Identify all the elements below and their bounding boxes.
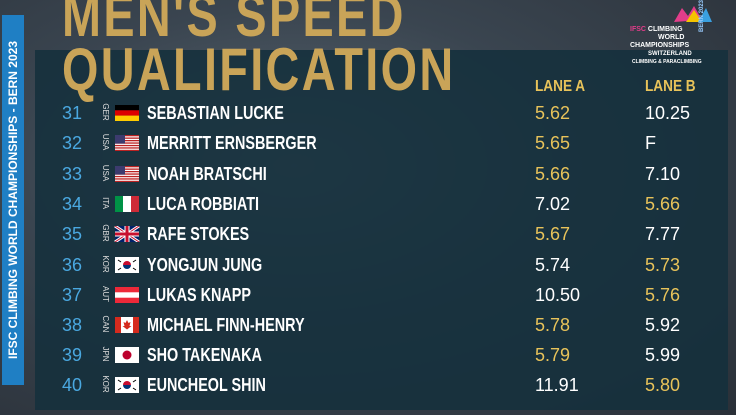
country-code: USA: [101, 133, 110, 151]
athlete-name: RAFE STOKES: [147, 224, 250, 244]
side-banner: IFSC CLIMBING WORLD CHAMPIONSHIPS - BERN…: [2, 15, 24, 385]
rank: 39: [62, 345, 83, 365]
result-row: 36 KOR YONGJUN JUNG 5.74 5.73: [0, 253, 736, 277]
country-code: CAN: [101, 315, 110, 333]
rank: 31: [62, 103, 83, 123]
rank: 38: [62, 315, 83, 335]
flag: [114, 105, 140, 121]
rank: 35: [62, 224, 83, 244]
athlete-name: YONGJUN JUNG: [147, 255, 263, 275]
country-code: GBR: [101, 224, 110, 242]
result-row: 40 KOR EUNCHEOL SHIN 11.91 5.80: [0, 373, 736, 397]
logo-country: SWITZERLAND: [648, 51, 692, 57]
lane-a-time: 7.02: [535, 194, 571, 214]
lane-a-time: 5.65: [535, 133, 571, 153]
lane-b-time: 5.76: [645, 285, 681, 305]
lane-b-time: 7.77: [645, 224, 681, 244]
lane-b-time: 5.80: [645, 375, 681, 395]
logo-line-1: CLIMBING: [647, 26, 683, 33]
result-row: 31 GER SEBASTIAN LUCKE 5.62 10.25: [0, 101, 736, 125]
flag: [114, 166, 140, 182]
lane-a-time: 5.74: [535, 255, 571, 275]
lane-b-time: 5.66: [645, 194, 681, 214]
result-row: 37 AUT LUKAS KNAPP 10.50 5.76: [0, 283, 736, 307]
athlete-name: MERRITT ERNSBERGER: [147, 133, 317, 153]
result-row: 33 USA NOAH BRATSCHI 5.66 7.10: [0, 162, 736, 186]
rank: 34: [62, 194, 83, 214]
athlete-name: LUCA ROBBIATI: [147, 194, 259, 214]
result-row: 34 ITA LUCA ROBBIATI 7.02 5.66: [0, 192, 736, 216]
logo-line-2: WORLD: [658, 34, 685, 41]
flag: [114, 196, 140, 212]
country-code: ITA: [101, 197, 110, 209]
lane-a-time: 5.62: [535, 103, 571, 123]
flag: [114, 347, 140, 363]
lane-a-time: 10.50: [535, 285, 581, 305]
result-row: 39 JPN SHO TAKENAKA 5.79 5.99: [0, 343, 736, 367]
country-code: KOR: [101, 255, 110, 273]
flag: [114, 135, 140, 151]
logo-line-3: CHAMPIONSHIPS: [630, 42, 690, 49]
results-panel: [35, 50, 728, 410]
lane-a-time: 5.78: [535, 315, 571, 335]
result-row: 35 GBR RAFE STOKES 5.67 7.77: [0, 222, 736, 246]
rank: 33: [62, 164, 83, 184]
athlete-name: SHO TAKENAKA: [147, 345, 262, 365]
athlete-name: SEBASTIAN LUCKE: [147, 103, 284, 123]
athlete-name: LUKAS KNAPP: [147, 285, 252, 305]
event-logo: IFSC CLIMBING WORLD CHAMPIONSHIPS SWITZE…: [628, 0, 718, 65]
lane-a-time: 5.79: [535, 345, 571, 365]
athlete-name: EUNCHEOL SHIN: [147, 375, 266, 395]
flag: [114, 257, 140, 273]
title-line-1: MEN'S SPEED: [62, 0, 406, 49]
lane-b-time: 10.25: [645, 103, 691, 123]
rank: 37: [62, 285, 83, 305]
result-row: 38 CAN MICHAEL FINN-HENRY 5.78 5.92: [0, 313, 736, 337]
lane-a-time: 5.66: [535, 164, 571, 184]
country-code: KOR: [101, 375, 110, 393]
flag: [114, 287, 140, 303]
lane-a-time: 11.91: [535, 375, 579, 395]
lane-b-time: F: [645, 133, 656, 153]
country-code: JPN: [101, 346, 110, 362]
lane-b-time: 7.10: [645, 164, 681, 184]
flag: [114, 226, 140, 242]
athlete-name: MICHAEL FINN-HENRY: [147, 315, 305, 335]
rank: 40: [62, 375, 83, 395]
rank: 32: [62, 133, 83, 153]
athlete-name: NOAH BRATSCHI: [147, 164, 267, 184]
lane-a-time: 5.67: [535, 224, 571, 244]
logo-tagline: CLIMBING & PARACLIMBING: [632, 59, 702, 65]
logo-mark: [674, 6, 712, 22]
logo-brand: IFSC: [630, 26, 646, 33]
lane-b-time: 5.73: [645, 255, 681, 275]
flag: [114, 317, 140, 333]
flag: [114, 377, 140, 393]
lane-b-time: 5.92: [645, 315, 681, 335]
column-header: LANE A: [535, 78, 586, 95]
result-row: 32 USA MERRITT ERNSBERGER 5.65 F: [0, 131, 736, 155]
column-header: LANE B: [645, 78, 696, 95]
title-line-2: QUALIFICATION: [62, 36, 456, 103]
rank: 36: [62, 255, 83, 275]
country-code: AUT: [101, 286, 110, 302]
logo-city: BERN 2023: [699, 0, 705, 32]
logo-brand-line: IFSC CLIMBING: [630, 26, 683, 34]
lane-b-time: 5.99: [645, 345, 681, 365]
country-code: GER: [101, 103, 110, 121]
country-code: USA: [101, 164, 110, 182]
